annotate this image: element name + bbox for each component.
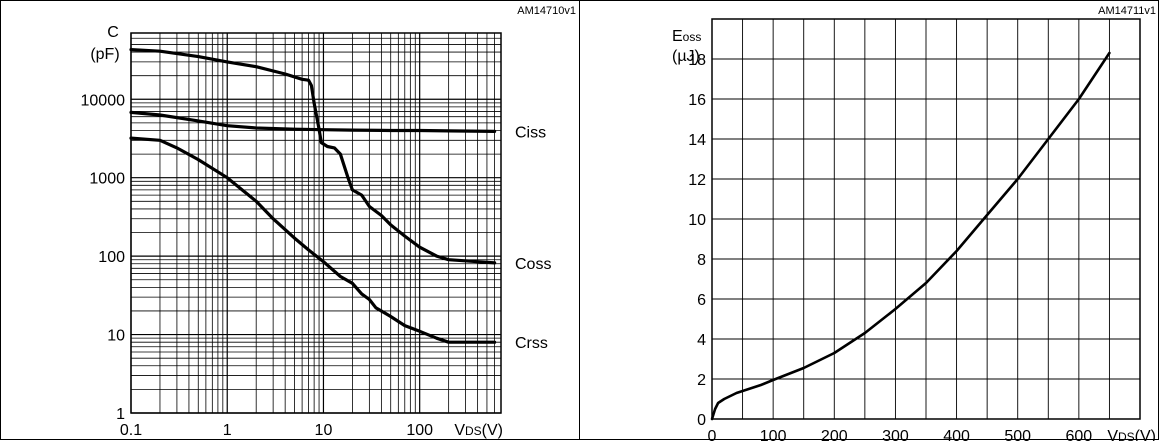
series-line-eoss bbox=[710, 51, 1111, 421]
y-axis-unit: (pF) bbox=[90, 46, 119, 63]
x-tick-label: 200 bbox=[821, 428, 848, 441]
series-line-coss bbox=[129, 48, 497, 265]
y-tick-label: 10 bbox=[107, 328, 125, 345]
x-tick-label: 1 bbox=[223, 422, 232, 439]
y-tick-label: 10000 bbox=[81, 92, 126, 109]
y-tick-label: 100 bbox=[98, 249, 125, 266]
y-tick-label: 18 bbox=[688, 52, 706, 69]
x-tick-label: 100 bbox=[406, 422, 433, 439]
plot-frame bbox=[130, 32, 502, 414]
y-tick-label: 0 bbox=[697, 412, 706, 429]
figure-id: AM14711v1 bbox=[1098, 5, 1156, 17]
y-tick-label: 14 bbox=[688, 132, 706, 149]
y-tick-label: 10 bbox=[688, 212, 706, 229]
x-tick-label: 0 bbox=[708, 428, 717, 441]
x-tick-label: 0.1 bbox=[120, 422, 142, 439]
y-axis-unit-symbol: Eoss bbox=[672, 28, 701, 45]
x-axis-label: VDS(V) bbox=[454, 422, 503, 439]
y-tick-label: 16 bbox=[688, 92, 706, 109]
y-axis-unit: (µJ) bbox=[672, 48, 700, 65]
x-tick-label: 10 bbox=[315, 422, 333, 439]
y-tick-label: 1000 bbox=[89, 171, 125, 188]
y-tick-label: 1 bbox=[116, 406, 125, 423]
y-tick-label: 8 bbox=[697, 252, 706, 269]
capacitance-chart-panel: 1 10 100 1000 10000 0.1 1 10 100 C (pF) VDS(V) AM147… bbox=[0, 0, 580, 440]
figure-id: AM14710v1 bbox=[517, 5, 576, 17]
y-tick-label: 2 bbox=[697, 372, 706, 389]
plot-frame bbox=[711, 18, 1141, 420]
y-tick-label: 6 bbox=[697, 292, 706, 309]
y-tick-label: 12 bbox=[688, 172, 706, 189]
x-tick-label: 100 bbox=[760, 428, 787, 441]
series-line-ciss bbox=[129, 110, 497, 133]
x-tick-label: 300 bbox=[882, 428, 909, 441]
series-line-crss bbox=[129, 136, 497, 344]
y-axis-unit-symbol: C bbox=[107, 24, 119, 41]
x-tick-label: 600 bbox=[1066, 428, 1093, 441]
x-tick-label: 500 bbox=[1004, 428, 1031, 441]
x-tick-label: 400 bbox=[943, 428, 970, 441]
series-label-ciss: Ciss bbox=[515, 124, 546, 141]
y-tick-label: 4 bbox=[697, 332, 706, 349]
series-label-crss: Crss bbox=[515, 335, 548, 352]
x-axis-label: VDS(V) bbox=[1107, 428, 1156, 441]
series-label-coss: Coss bbox=[515, 256, 551, 273]
eoss-chart: 0 2 4 6 8 10 12 14 16 18 0 100 200 300 400 500 600 Eoss (µ… bbox=[672, 5, 1156, 441]
eoss-chart-panel: 0 2 4 6 8 10 12 14 16 18 0 100 200 300 400 500 600 Eoss (µ… bbox=[579, 0, 1159, 441]
